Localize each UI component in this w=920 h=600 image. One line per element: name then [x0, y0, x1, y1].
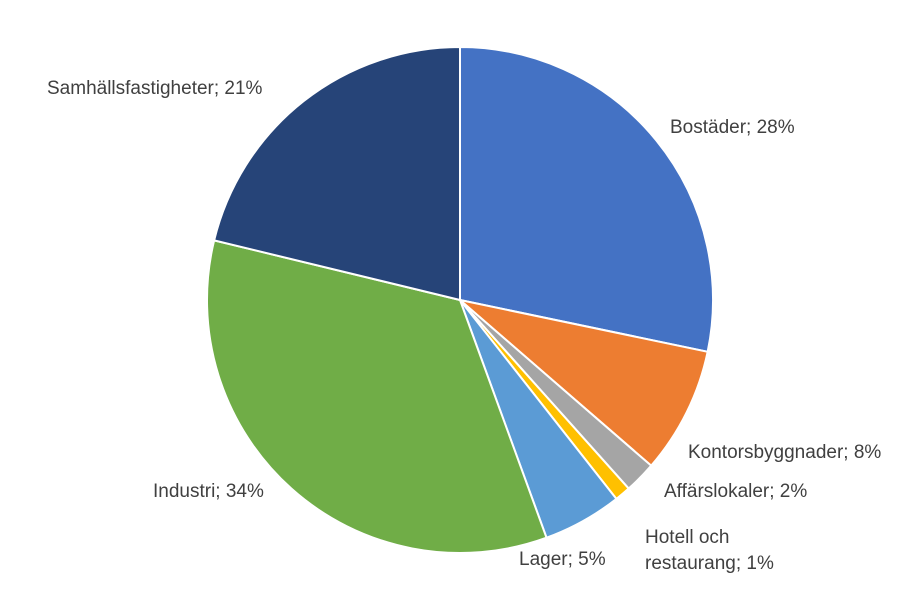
pie-labels: Bostäder; 28% Kontorsbyggnader; 8% Affärsl…: [47, 78, 881, 574]
label-kontorsbyggnader: Kontorsbyggnader; 8%: [688, 442, 881, 463]
pie-slices: [206, 45, 715, 554]
label-hotell-och-restaurang: Hotell och restaurang; 1%: [645, 527, 774, 574]
label-lager: Lager; 5%: [519, 549, 606, 570]
label-bostäder: Bostäder; 28%: [670, 117, 795, 138]
label-industri: Industri; 34%: [153, 481, 264, 502]
slice-kontorsbyggnader: [456, 298, 709, 468]
slice-samhällsfastigheter: [212, 45, 461, 302]
label-samhällsfastigheter: Samhällsfastigheter; 21%: [47, 78, 263, 99]
slice-bostäder: [459, 45, 715, 354]
slice-industri: [206, 239, 548, 554]
label-affärslokaler: Affärslokaler; 2%: [664, 481, 807, 502]
